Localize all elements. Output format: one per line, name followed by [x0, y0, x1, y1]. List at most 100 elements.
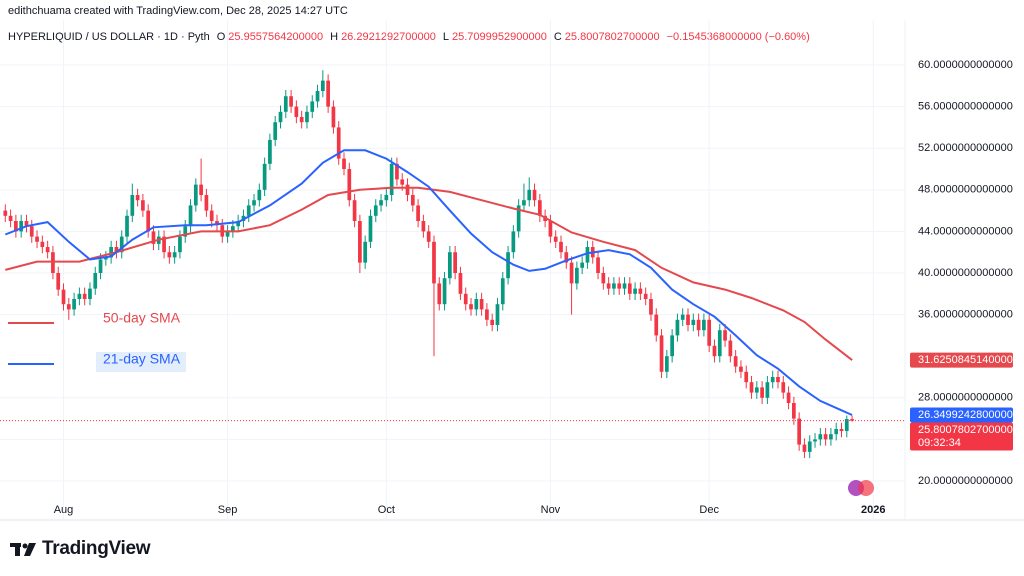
ohlc-value: 25.7099952900000 [452, 31, 547, 43]
candle-body [776, 376, 780, 383]
candle-body [490, 319, 495, 326]
plot: 50-day SMA 21-day SMA [0, 70, 905, 459]
candle-body [336, 127, 341, 159]
candle-body [162, 236, 166, 253]
candle-body [231, 226, 235, 232]
candle-body [654, 314, 659, 336]
candle-body [474, 299, 479, 310]
candle-body [781, 382, 786, 393]
y-tick-label: 48.0000000000000 [918, 184, 1013, 196]
candle-body [379, 200, 383, 206]
candle-body [35, 236, 39, 242]
candle-body [580, 262, 585, 268]
candle-body [707, 319, 712, 346]
price-tag [910, 407, 1013, 423]
candle-body [760, 387, 764, 398]
candle-body [283, 96, 288, 112]
brand-icon [10, 543, 36, 556]
candle-body [257, 189, 262, 201]
candle-body [633, 288, 637, 294]
legend-label: 21-day SMA [103, 351, 181, 367]
candle-body [765, 382, 770, 398]
candle-body [813, 439, 817, 442]
candle-body [432, 241, 436, 284]
candle-body [559, 241, 563, 253]
candle-body [675, 319, 680, 336]
candle-body [516, 205, 521, 232]
price-tags: 31.6250845140000 26.3499242800000 25.80078… [910, 352, 1013, 451]
candle-body [548, 221, 553, 237]
candle-body [395, 163, 399, 180]
sma-line [5, 186, 853, 361]
ohlc-letter: O [216, 31, 226, 43]
candle-body [770, 376, 775, 383]
candle-body [262, 163, 267, 190]
candle-body [786, 392, 791, 403]
candle-body [537, 200, 542, 216]
candle-body [368, 215, 373, 242]
candle-body [315, 91, 320, 102]
x-tick-label: Nov [541, 504, 561, 516]
candle-body [40, 241, 45, 248]
legend-label: 50-day SMA [103, 310, 181, 326]
candle-body [723, 330, 727, 341]
candle-body [664, 356, 669, 372]
ohlc-letter: L [442, 31, 450, 43]
candle-body [93, 273, 98, 289]
candle-body [66, 304, 71, 310]
candle-body [638, 288, 643, 294]
price-tag-label: 31.6250845140000 [918, 354, 1013, 366]
x-tick-label: Dec [699, 504, 719, 516]
candle-body [829, 434, 833, 440]
x-tick-label: Aug [54, 504, 74, 516]
candle-body [807, 441, 812, 452]
candle-body [733, 356, 738, 367]
candle-body [495, 304, 500, 326]
candle-body [823, 434, 828, 440]
candle-body [51, 252, 55, 274]
y-tick-label: 40.0000000000000 [918, 267, 1013, 279]
price-tag [910, 352, 1013, 368]
ohlc-letter: H [330, 31, 339, 43]
candle-body [485, 309, 489, 320]
countdown: 09:32:34 [918, 437, 961, 449]
candle-body [728, 340, 733, 357]
candle-body [754, 387, 759, 393]
candle-body [273, 122, 278, 140]
price-tag-label: 26.3499242800000 [918, 409, 1013, 421]
y-tick-label: 20.0000000000000 [918, 475, 1013, 487]
candle-body [749, 382, 754, 393]
candle-body [82, 293, 87, 300]
candle-body [14, 221, 18, 232]
candle-body [696, 319, 701, 331]
candle-body [739, 366, 743, 372]
candle-body [77, 293, 82, 300]
candle-body [649, 299, 653, 315]
candle-body [130, 195, 135, 216]
attribution: edithchuama created with TradingView.com… [8, 5, 348, 17]
ohlc-value: 25.8007802700000 [564, 31, 660, 43]
candle-body [3, 210, 8, 216]
candle-body [802, 444, 807, 452]
candle-body [358, 221, 362, 263]
candle-body [416, 205, 420, 222]
candle-body [532, 189, 537, 201]
candle-body [199, 184, 203, 196]
candle-body [659, 335, 664, 372]
candle-body [88, 288, 92, 300]
candle-body [469, 304, 473, 310]
candle-body [8, 215, 13, 222]
change-value: −0.1545368000000 (−0.60%) [666, 31, 810, 43]
candle-body [305, 111, 309, 123]
candle-body [575, 267, 579, 284]
candle-body [278, 111, 283, 123]
candle-body [225, 231, 230, 237]
candle-body [680, 314, 685, 320]
candle-body [818, 434, 823, 440]
candle-body [606, 283, 611, 289]
candle-body [405, 184, 410, 196]
legend-bg [96, 352, 186, 372]
candle-body [114, 247, 119, 253]
brand-name: TradingView [42, 538, 151, 559]
